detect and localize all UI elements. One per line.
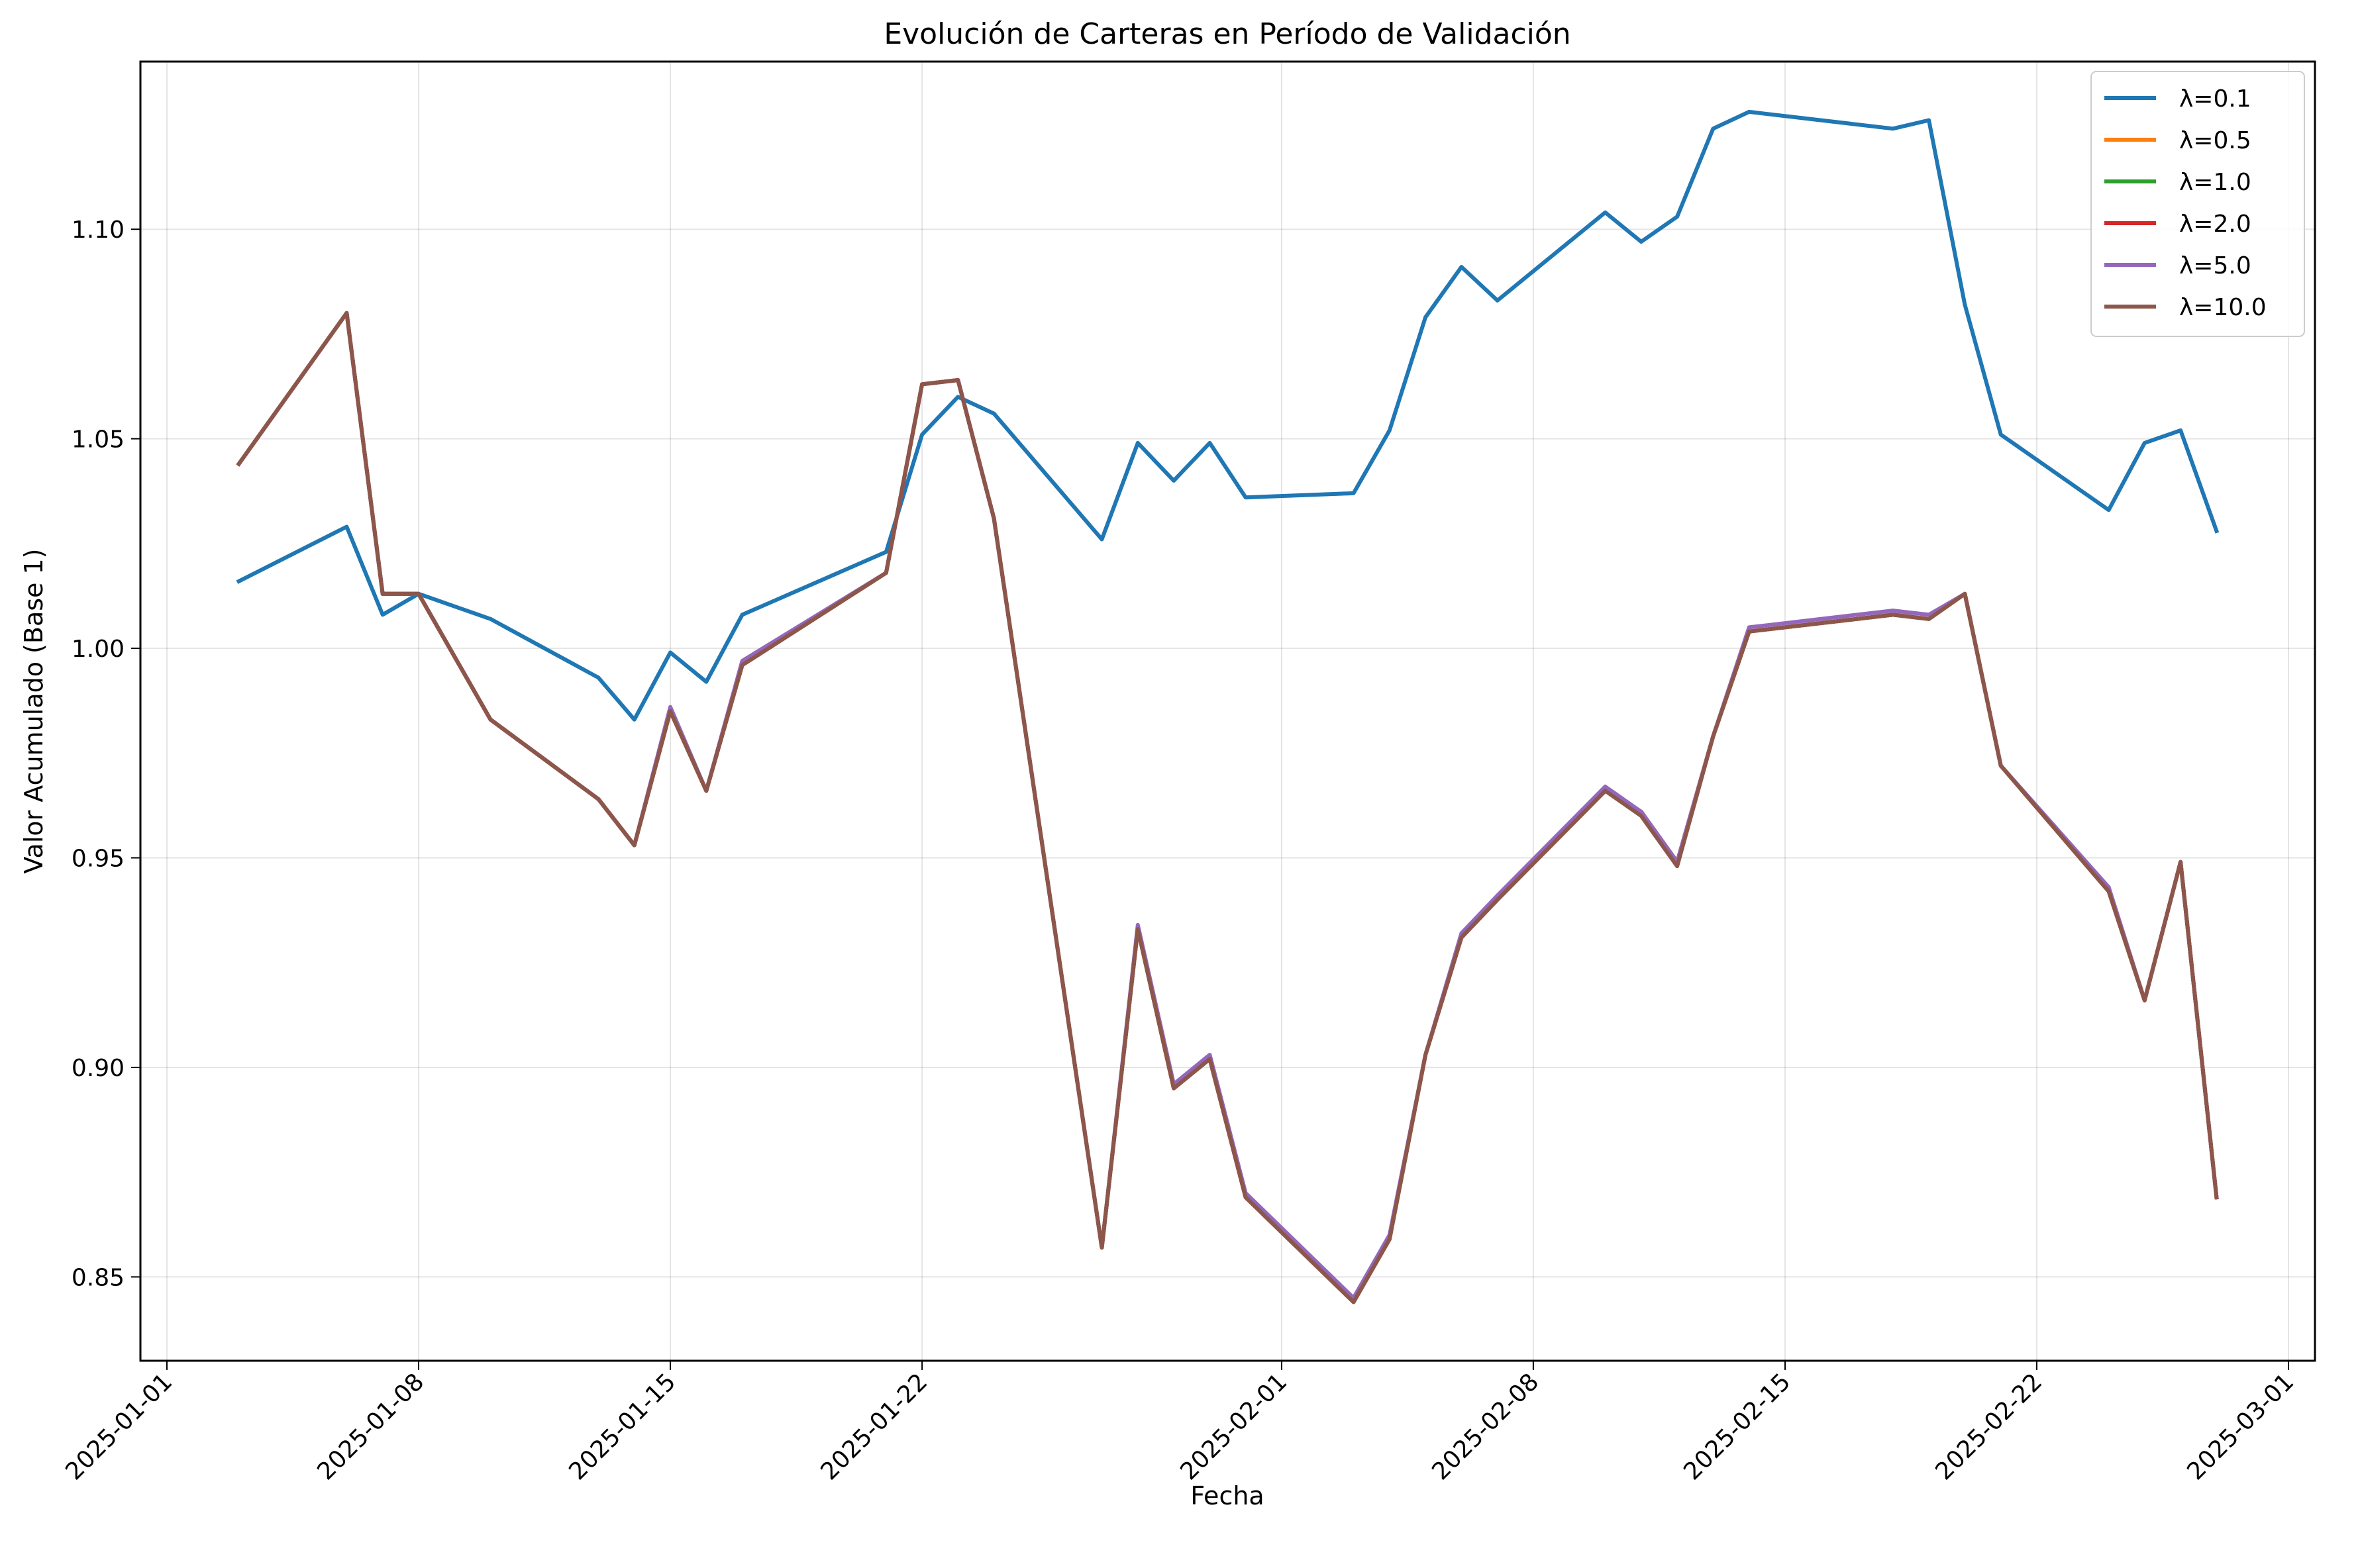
y-tick-label: 0.90 — [72, 1055, 125, 1082]
series-line — [236, 109, 2220, 722]
y-tick-label: 0.95 — [72, 846, 125, 873]
legend: λ=0.1 λ=0.5 λ=1.0 λ=2.0 λ=5.0 λ=10.0 — [2090, 71, 2305, 337]
series-line — [236, 311, 2219, 1304]
series-lines — [236, 109, 2220, 1304]
legend-label: λ=1.0 — [2179, 169, 2251, 196]
legend-label: λ=0.5 — [2179, 127, 2251, 154]
legend-label: λ=0.1 — [2179, 85, 2251, 113]
grid — [140, 62, 2315, 1361]
x-axis-label: Fecha — [1190, 1481, 1264, 1510]
legend-label: λ=2.0 — [2179, 211, 2251, 238]
y-tick-label: 0.85 — [72, 1264, 125, 1291]
legend-label: λ=5.0 — [2179, 252, 2251, 279]
y-axis: 0.85 0.90 0.95 1.00 1.05 1.10 — [72, 217, 140, 1291]
chart-title: Evolución de Carteras en Período de Vali… — [884, 17, 1570, 51]
legend-label: λ=10.0 — [2179, 294, 2267, 321]
y-tick-label: 1.00 — [72, 636, 125, 663]
plot-frame — [139, 60, 2316, 1362]
y-tick-label: 1.05 — [72, 426, 125, 454]
y-axis-label: Valor Acumulado (Base 1) — [19, 549, 48, 874]
y-tick-label: 1.10 — [72, 217, 125, 244]
